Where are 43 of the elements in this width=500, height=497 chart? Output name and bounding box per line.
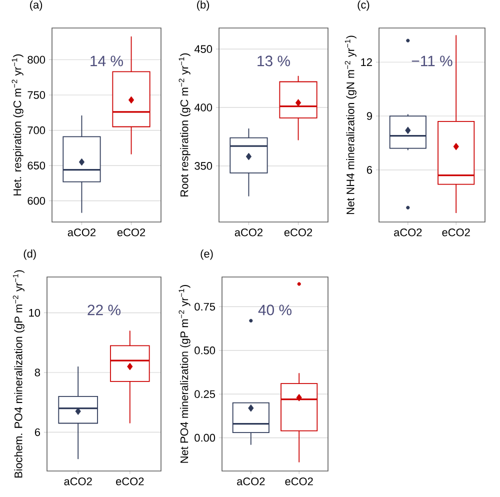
chart-title: (d) bbox=[24, 250, 36, 260]
y-tick-label: 800 bbox=[28, 56, 46, 64]
annotation: −11 % bbox=[412, 56, 452, 66]
annotation: 22 % bbox=[88, 304, 120, 316]
y-axis-title: Net PO4 mineralization (gP m$^{−2}$ yr$^{−1}$) bbox=[178, 285, 190, 463]
annotation: 14 % bbox=[90, 56, 123, 66]
y-axis-title: Biochem. PO4 mineralization (gP m$^{−2}$ yr$^{−1}$) bbox=[12, 270, 24, 478]
x-tick-label: aCO2 bbox=[234, 228, 262, 236]
x-tick-label: aCO2 bbox=[68, 228, 96, 236]
y-tick-label: 750 bbox=[28, 91, 46, 99]
y-tick-label: 0.75 bbox=[194, 302, 216, 311]
chart-title: (b) bbox=[197, 0, 210, 11]
y-tick-label: 0.25 bbox=[194, 390, 216, 398]
y-tick-label: 650 bbox=[28, 162, 46, 170]
x-tick-label: eCO2 bbox=[116, 478, 144, 486]
chart-title: (e) bbox=[200, 250, 213, 260]
x-tick-label: eCO2 bbox=[442, 228, 470, 236]
y-tick-label: 350 bbox=[194, 162, 212, 170]
y-tick-label: 8 bbox=[34, 368, 40, 376]
y-tick-label: 12 bbox=[361, 58, 372, 66]
y-tick-label: 400 bbox=[194, 104, 212, 112]
y-tick-label: 6 bbox=[34, 428, 40, 436]
x-tick-label: aCO2 bbox=[237, 478, 265, 486]
y-tick-label: 9 bbox=[366, 112, 372, 120]
x-tick-label: eCO2 bbox=[285, 478, 313, 486]
annotation: 13 % bbox=[258, 56, 290, 66]
x-tick-label: eCO2 bbox=[284, 228, 312, 236]
y-axis-title: Root respiration (gC m$^{−2}$ yr$^{−1}$) bbox=[178, 53, 190, 196]
x-tick-label: aCO2 bbox=[394, 228, 422, 236]
chart-title: (a) bbox=[30, 0, 42, 11]
annotation: 40 % bbox=[258, 304, 292, 316]
y-tick-label: 700 bbox=[28, 126, 46, 134]
y-tick-label: 0.00 bbox=[194, 434, 216, 442]
y-tick-label: 450 bbox=[194, 45, 212, 53]
x-tick-label: eCO2 bbox=[117, 228, 146, 236]
chart-title: (c) bbox=[358, 0, 370, 11]
y-axis-title: Het. respiration (gC m$^{−2}$ yr$^{−1}$) bbox=[12, 54, 24, 196]
y-axis-title: Net NH4 mineralization (gN m$^{−2}$ yr$^{−1}$) bbox=[344, 36, 356, 214]
y-tick-label: 0.50 bbox=[194, 346, 216, 354]
y-tick-label: 6 bbox=[366, 166, 372, 174]
x-tick-label: aCO2 bbox=[64, 478, 92, 486]
y-tick-label: 600 bbox=[28, 196, 46, 205]
y-tick-label: 10 bbox=[29, 308, 40, 317]
